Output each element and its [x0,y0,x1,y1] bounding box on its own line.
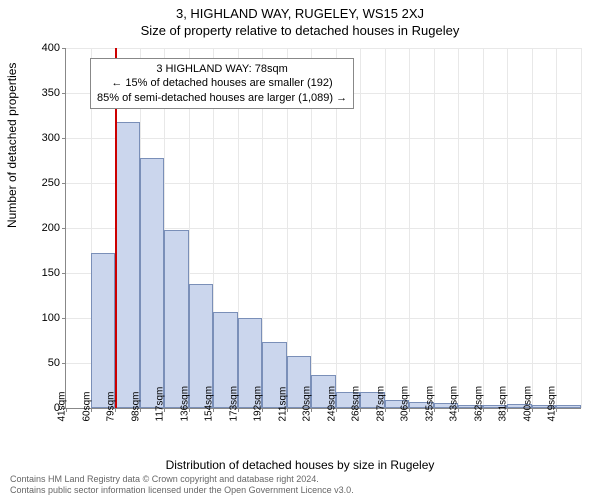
gridline-v [556,48,557,408]
gridline-v [434,48,435,408]
histogram-bar [556,405,581,408]
annotation-line: ← 15% of detached houses are smaller (19… [97,76,347,90]
y-tick-label: 200 [20,222,60,234]
chart-title-sub: Size of property relative to detached ho… [0,21,600,38]
histogram-bar [140,158,165,408]
footnote: Contains HM Land Registry data © Crown c… [10,474,354,496]
footnote-line1: Contains HM Land Registry data © Crown c… [10,474,354,485]
annotation-line: 3 HIGHLAND WAY: 78sqm [97,62,347,76]
y-axis-label: Number of detached properties [5,63,19,228]
y-tick-label: 350 [20,87,60,99]
annotation-line: 85% of semi-detached houses are larger (… [97,91,347,105]
y-tick-mark [62,228,66,229]
gridline-v [507,48,508,408]
y-tick-label: 250 [20,177,60,189]
y-tick-label: 50 [20,357,60,369]
gridline-v [409,48,410,408]
footnote-line2: Contains public sector information licen… [10,485,354,496]
y-tick-mark [62,318,66,319]
gridline-h [66,48,581,49]
y-tick-label: 400 [20,42,60,54]
y-tick-mark [62,183,66,184]
gridline-v [385,48,386,408]
gridline-v [532,48,533,408]
y-tick-label: 100 [20,312,60,324]
histogram-bar [91,253,116,408]
y-tick-label: 0 [20,402,60,414]
y-tick-mark [62,363,66,364]
y-tick-label: 300 [20,132,60,144]
histogram-bar [164,230,189,408]
chart-container: 3, HIGHLAND WAY, RUGELEY, WS15 2XJ Size … [0,0,600,500]
y-tick-label: 150 [20,267,60,279]
y-tick-mark [62,48,66,49]
gridline-v [360,48,361,408]
y-tick-mark [62,138,66,139]
chart-title-main: 3, HIGHLAND WAY, RUGELEY, WS15 2XJ [0,0,600,21]
gridline-h [66,138,581,139]
gridline-v [458,48,459,408]
y-tick-mark [62,273,66,274]
gridline-v [581,48,582,408]
annotation-box: 3 HIGHLAND WAY: 78sqm← 15% of detached h… [90,58,354,109]
histogram-bar [115,122,140,408]
gridline-v [483,48,484,408]
y-tick-mark [62,93,66,94]
x-axis-label: Distribution of detached houses by size … [0,458,600,472]
